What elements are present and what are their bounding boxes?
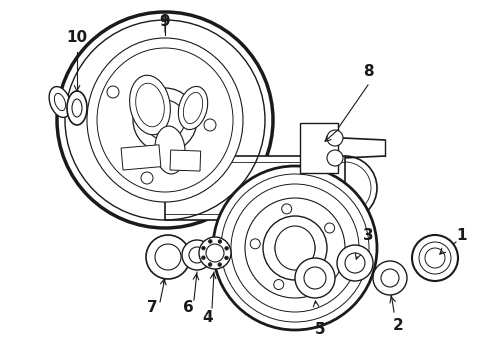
Circle shape xyxy=(263,216,327,280)
Circle shape xyxy=(225,247,228,250)
Text: 10: 10 xyxy=(67,31,88,45)
Text: 2: 2 xyxy=(392,318,403,333)
Circle shape xyxy=(282,204,292,214)
Circle shape xyxy=(275,228,315,268)
Circle shape xyxy=(304,267,326,289)
Bar xyxy=(165,156,345,220)
Ellipse shape xyxy=(178,86,208,130)
Circle shape xyxy=(320,270,330,280)
Text: 4: 4 xyxy=(203,310,213,325)
Circle shape xyxy=(225,256,228,260)
Circle shape xyxy=(274,280,284,289)
Ellipse shape xyxy=(49,87,71,117)
Text: 1: 1 xyxy=(457,228,467,243)
Circle shape xyxy=(221,174,369,322)
Circle shape xyxy=(133,88,197,152)
Circle shape xyxy=(325,223,335,233)
Circle shape xyxy=(218,263,221,266)
Circle shape xyxy=(208,263,212,266)
Circle shape xyxy=(141,172,153,184)
Circle shape xyxy=(201,256,205,260)
Ellipse shape xyxy=(275,226,315,270)
Circle shape xyxy=(373,261,407,295)
Text: 7: 7 xyxy=(147,301,157,315)
Circle shape xyxy=(209,240,212,243)
Ellipse shape xyxy=(136,83,164,127)
Text: 9: 9 xyxy=(160,14,171,30)
Circle shape xyxy=(425,248,445,268)
Ellipse shape xyxy=(72,99,82,117)
Circle shape xyxy=(213,166,377,330)
Circle shape xyxy=(145,100,185,140)
Circle shape xyxy=(327,150,343,166)
Ellipse shape xyxy=(67,91,87,125)
Circle shape xyxy=(295,258,335,298)
Ellipse shape xyxy=(130,75,171,135)
Text: 3: 3 xyxy=(363,228,373,243)
Circle shape xyxy=(182,240,212,270)
Ellipse shape xyxy=(183,93,203,123)
Ellipse shape xyxy=(87,38,243,202)
Circle shape xyxy=(419,242,451,274)
Circle shape xyxy=(107,86,119,98)
Ellipse shape xyxy=(155,126,185,174)
Circle shape xyxy=(381,269,399,287)
Circle shape xyxy=(250,239,260,249)
Circle shape xyxy=(202,246,205,250)
Circle shape xyxy=(199,237,231,269)
Circle shape xyxy=(231,184,359,312)
Circle shape xyxy=(245,198,345,298)
Circle shape xyxy=(146,235,190,279)
Circle shape xyxy=(327,130,343,146)
Circle shape xyxy=(283,236,307,260)
Text: 5: 5 xyxy=(315,323,325,338)
Circle shape xyxy=(189,247,205,263)
Text: 6: 6 xyxy=(183,301,194,315)
Ellipse shape xyxy=(97,48,233,192)
Circle shape xyxy=(155,244,181,270)
Text: 8: 8 xyxy=(363,64,373,80)
Circle shape xyxy=(204,119,216,131)
Circle shape xyxy=(206,244,224,262)
Circle shape xyxy=(218,240,221,243)
Bar xyxy=(121,145,161,170)
Circle shape xyxy=(412,235,458,281)
Bar xyxy=(300,123,338,173)
Circle shape xyxy=(57,12,273,228)
Ellipse shape xyxy=(54,93,66,111)
Bar xyxy=(170,150,201,171)
Circle shape xyxy=(345,253,365,273)
Circle shape xyxy=(337,245,373,281)
